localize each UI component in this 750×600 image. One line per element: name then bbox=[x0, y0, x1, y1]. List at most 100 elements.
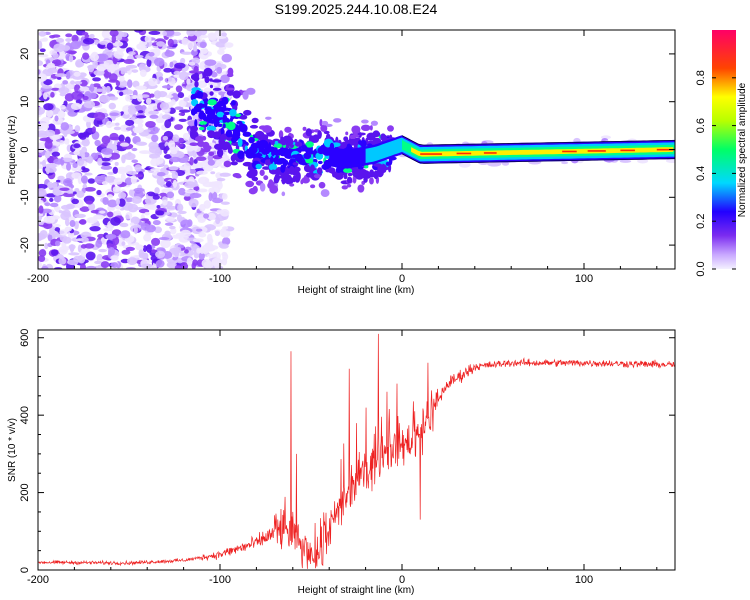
spectrogram-noise-blob bbox=[105, 120, 113, 129]
spectrogram-noise-blob bbox=[217, 48, 225, 55]
spectrogram-signal-blob bbox=[221, 96, 229, 105]
spectrogram-noise-blob bbox=[125, 119, 135, 126]
spectrogram-signal-blob bbox=[209, 91, 214, 96]
spectrogram-signal-blob bbox=[222, 141, 231, 150]
spectrogram-noise-blob bbox=[172, 134, 180, 143]
spectrogram-noise-blob bbox=[85, 251, 96, 261]
spectrogram-noise-blob bbox=[124, 177, 133, 186]
spectrogram-signal-blob bbox=[222, 103, 227, 112]
spectrogram-noise-blob bbox=[69, 219, 76, 228]
spectrogram-noise-blob bbox=[193, 185, 200, 192]
spectrogram-noise-blob bbox=[153, 57, 165, 67]
spectrogram-noise-blob bbox=[51, 249, 59, 256]
spectrogram-noise-blob bbox=[197, 80, 208, 89]
spectrogram-signal-blob bbox=[194, 119, 198, 128]
spectrogram-signal-blob bbox=[385, 161, 390, 166]
spectrogram-signal-blob bbox=[256, 140, 261, 144]
spectrogram-noise-blob bbox=[51, 151, 61, 157]
spectrogram-noise-blob bbox=[178, 71, 189, 81]
spectrogram-noise-blob bbox=[68, 50, 76, 55]
spectrogram-signal-blob bbox=[209, 78, 213, 82]
spectrogram-noise-blob bbox=[178, 137, 185, 143]
spectrogram-noise-blob bbox=[207, 212, 216, 221]
spectrogram-signal-blob bbox=[201, 135, 207, 141]
spectrogram-signal-blob bbox=[246, 87, 256, 95]
spectrogram-noise-blob bbox=[174, 264, 182, 269]
spectrogram-noise-blob bbox=[195, 156, 207, 161]
spectrogram-signal-blob bbox=[209, 84, 214, 89]
spectrogram-y-ticks: -20 -10 0 10 20 bbox=[19, 29, 675, 270]
spectrogram-noise-blob bbox=[199, 30, 208, 36]
spectrogram-signal-blob bbox=[257, 153, 263, 157]
spectrogram-noise-blob bbox=[94, 88, 106, 93]
spectrogram-noise-blob bbox=[84, 243, 95, 249]
spectrogram-noise-blob bbox=[139, 150, 151, 155]
snr-x-ticks: -200 -100 0 100 bbox=[27, 330, 658, 586]
spectrogram-noise-blob bbox=[166, 205, 178, 210]
spectrogram-noise-blob bbox=[100, 261, 110, 269]
spectrogram-noise-blob bbox=[216, 177, 226, 182]
spectrogram-noise-blob bbox=[38, 261, 42, 269]
spectrogram-noise-blob bbox=[85, 265, 97, 269]
spectrogram-signal-blob bbox=[243, 109, 252, 116]
spectrogram-noise-blob bbox=[155, 210, 165, 216]
spectrogram-noise-blob bbox=[94, 260, 103, 265]
spectrogram-noise-blob bbox=[78, 219, 87, 225]
spectrogram-signal-blob bbox=[387, 125, 394, 132]
spectrogram-signal-blob bbox=[242, 91, 249, 100]
spectrogram-noise-blob bbox=[101, 135, 111, 145]
spectrogram-noise-blob bbox=[215, 41, 227, 48]
spectrogram-noise-blob bbox=[155, 157, 164, 165]
spectrogram-noise-blob bbox=[47, 67, 58, 74]
spectrogram-noise-blob bbox=[125, 94, 131, 102]
spectrogram-noise-blob bbox=[82, 38, 95, 45]
spectrogram-noise-blob bbox=[113, 50, 124, 59]
spectrogram-signal-blob bbox=[369, 177, 374, 185]
spectrogram-noise-blob bbox=[59, 187, 70, 192]
spectrogram-noise-blob bbox=[174, 250, 180, 258]
spectrogram-y-tick-label: 20 bbox=[19, 48, 31, 60]
spectrogram-signal-blob bbox=[370, 171, 376, 178]
spectrogram-noise-blob bbox=[62, 80, 69, 85]
spectrogram-signal-blob bbox=[193, 65, 199, 74]
spectrogram-signal-blob bbox=[193, 72, 200, 79]
spectrogram-noise-blob bbox=[210, 71, 218, 78]
spectrogram-noise-blob bbox=[61, 157, 74, 162]
spectrogram-noise-blob bbox=[118, 191, 127, 199]
spectrogram-signal-blob bbox=[325, 133, 331, 140]
spectrogram-signal-blob bbox=[214, 103, 222, 112]
spectrogram-noise-blob bbox=[204, 59, 217, 66]
spectrogram-noise-blob bbox=[84, 172, 93, 176]
spectrogram-noise-blob bbox=[38, 69, 41, 75]
spectrogram-noise-blob bbox=[189, 192, 202, 199]
spectrogram-noise-blob bbox=[169, 156, 181, 163]
spectrogram-noise-blob bbox=[109, 112, 120, 117]
spectrogram-signal-blob bbox=[302, 126, 307, 131]
spectrogram-signal-blob bbox=[305, 158, 314, 164]
spectrogram-noise-blob bbox=[191, 262, 196, 269]
spectrogram-noise-blob bbox=[148, 110, 160, 115]
spectrogram-noise-blob bbox=[110, 262, 119, 269]
spectrogram-noise-blob bbox=[172, 179, 178, 188]
spectrogram-noise-blob bbox=[82, 52, 90, 60]
spectrogram-signal-blob bbox=[264, 159, 270, 166]
spectrogram-noise-blob bbox=[186, 257, 193, 267]
spectrogram-noise-blob bbox=[161, 114, 172, 120]
spectrogram-noise-blob bbox=[169, 225, 176, 230]
spectrogram-noise-blob bbox=[38, 90, 42, 98]
spectrogram-signal-blob bbox=[335, 136, 339, 145]
spectrogram-noise-blob bbox=[60, 122, 70, 131]
snr-y-tick-label: 200 bbox=[19, 483, 31, 501]
spectrogram-noise-blob bbox=[120, 69, 126, 75]
spectrogram-noise-blob bbox=[117, 79, 128, 88]
spectrogram-signal-blob bbox=[225, 129, 233, 138]
spectrogram-noise-blob bbox=[38, 130, 47, 136]
spectrogram-signal-blob bbox=[204, 76, 210, 84]
spectrogram-noise-blob bbox=[162, 251, 173, 259]
spectrogram-noise-blob bbox=[178, 99, 187, 108]
spectrogram-noise-blob bbox=[123, 152, 136, 160]
spectrogram-signal-blob bbox=[197, 103, 208, 108]
spectrogram-signal-blob bbox=[310, 164, 315, 172]
spectrogram-noise-blob bbox=[131, 159, 139, 164]
spectrogram-noise-blob bbox=[189, 156, 194, 166]
